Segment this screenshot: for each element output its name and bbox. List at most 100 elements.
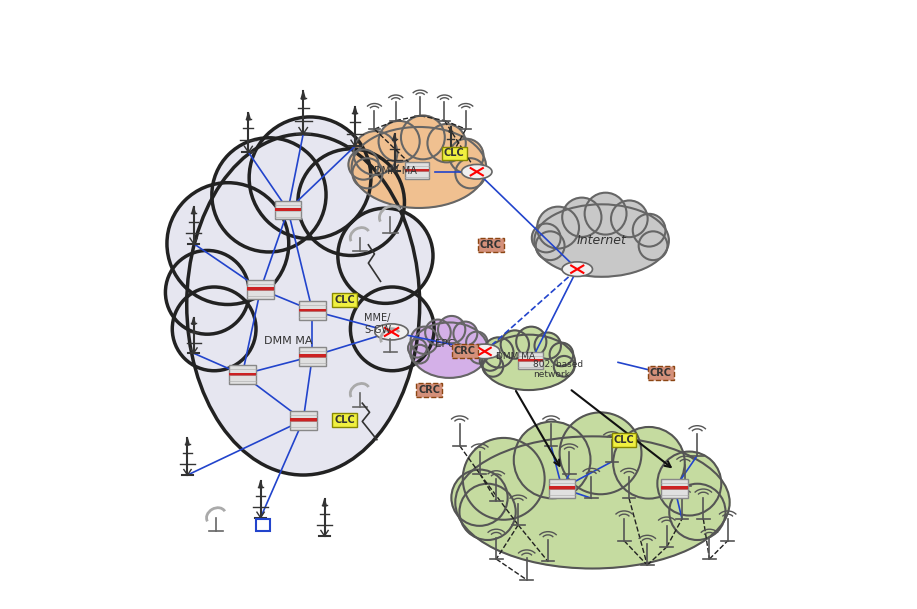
- FancyBboxPatch shape: [248, 280, 274, 298]
- Ellipse shape: [351, 127, 486, 208]
- Circle shape: [348, 150, 379, 180]
- Polygon shape: [449, 127, 452, 132]
- Circle shape: [463, 438, 545, 519]
- Circle shape: [480, 350, 501, 371]
- FancyBboxPatch shape: [299, 301, 326, 320]
- FancyBboxPatch shape: [548, 487, 576, 490]
- FancyBboxPatch shape: [290, 418, 316, 421]
- Circle shape: [352, 158, 382, 188]
- Text: 802. based
network: 802. based network: [533, 360, 583, 379]
- Circle shape: [669, 484, 725, 540]
- FancyBboxPatch shape: [405, 169, 429, 172]
- Circle shape: [559, 412, 642, 495]
- Circle shape: [585, 192, 626, 234]
- Circle shape: [411, 326, 438, 354]
- Circle shape: [438, 316, 465, 343]
- Circle shape: [212, 138, 326, 252]
- Circle shape: [537, 206, 579, 248]
- Circle shape: [379, 121, 420, 162]
- Circle shape: [337, 208, 433, 303]
- Circle shape: [353, 131, 397, 175]
- FancyBboxPatch shape: [518, 359, 543, 362]
- FancyBboxPatch shape: [405, 162, 429, 179]
- Circle shape: [514, 421, 591, 498]
- Circle shape: [427, 124, 466, 163]
- Ellipse shape: [187, 134, 420, 475]
- Circle shape: [501, 330, 529, 359]
- Text: CRC: CRC: [418, 385, 440, 395]
- Ellipse shape: [456, 436, 730, 569]
- Circle shape: [633, 214, 666, 247]
- Ellipse shape: [470, 344, 500, 359]
- Text: CLC: CLC: [334, 415, 355, 425]
- Text: DMM MA: DMM MA: [374, 166, 417, 175]
- Circle shape: [483, 337, 514, 368]
- Circle shape: [482, 356, 503, 377]
- Circle shape: [466, 331, 488, 353]
- Circle shape: [172, 287, 256, 371]
- Text: CLC: CLC: [444, 149, 465, 158]
- FancyBboxPatch shape: [661, 487, 688, 490]
- Circle shape: [535, 333, 561, 359]
- Polygon shape: [192, 318, 195, 324]
- Circle shape: [459, 484, 515, 540]
- Ellipse shape: [535, 205, 668, 276]
- Text: Internet: Internet: [577, 234, 626, 247]
- Circle shape: [470, 345, 489, 364]
- Circle shape: [451, 470, 508, 526]
- FancyBboxPatch shape: [229, 373, 256, 376]
- Polygon shape: [392, 134, 396, 141]
- Polygon shape: [192, 207, 195, 214]
- Circle shape: [638, 231, 668, 260]
- Circle shape: [516, 326, 547, 357]
- Text: EPC: EPC: [436, 339, 456, 349]
- Circle shape: [249, 117, 371, 239]
- Text: DMM MA: DMM MA: [263, 336, 312, 346]
- Circle shape: [410, 345, 429, 364]
- Circle shape: [449, 139, 483, 173]
- Polygon shape: [247, 113, 250, 120]
- Polygon shape: [323, 499, 326, 506]
- Polygon shape: [301, 91, 305, 99]
- Polygon shape: [353, 107, 357, 114]
- Ellipse shape: [375, 324, 408, 340]
- Ellipse shape: [562, 262, 592, 276]
- Circle shape: [165, 250, 249, 334]
- FancyBboxPatch shape: [290, 411, 316, 429]
- Circle shape: [456, 158, 485, 188]
- Ellipse shape: [411, 323, 488, 378]
- FancyBboxPatch shape: [299, 354, 326, 357]
- FancyBboxPatch shape: [299, 309, 326, 312]
- Circle shape: [657, 452, 722, 515]
- Circle shape: [562, 198, 602, 237]
- FancyBboxPatch shape: [229, 365, 256, 384]
- FancyBboxPatch shape: [661, 479, 688, 498]
- FancyBboxPatch shape: [518, 352, 543, 369]
- Ellipse shape: [461, 164, 492, 179]
- FancyBboxPatch shape: [274, 208, 302, 211]
- Circle shape: [408, 339, 426, 357]
- FancyBboxPatch shape: [299, 347, 326, 365]
- Polygon shape: [259, 481, 262, 488]
- Circle shape: [453, 322, 477, 345]
- Circle shape: [613, 427, 685, 499]
- Circle shape: [532, 224, 560, 252]
- Circle shape: [298, 149, 404, 256]
- Circle shape: [425, 320, 451, 345]
- FancyBboxPatch shape: [274, 201, 302, 219]
- Polygon shape: [185, 438, 189, 445]
- Text: DMM MA: DMM MA: [496, 352, 536, 361]
- Text: CLC: CLC: [613, 435, 635, 445]
- Text: MME/
S-GW: MME/ S-GW: [364, 313, 392, 335]
- Circle shape: [549, 343, 573, 366]
- Text: CRC: CRC: [454, 346, 476, 356]
- Text: CRC: CRC: [649, 368, 671, 378]
- Circle shape: [350, 287, 434, 371]
- FancyBboxPatch shape: [248, 287, 274, 290]
- FancyBboxPatch shape: [548, 479, 576, 498]
- Ellipse shape: [482, 335, 575, 390]
- Circle shape: [167, 183, 289, 304]
- Circle shape: [611, 200, 647, 237]
- Circle shape: [554, 356, 575, 377]
- Text: CLC: CLC: [334, 295, 355, 304]
